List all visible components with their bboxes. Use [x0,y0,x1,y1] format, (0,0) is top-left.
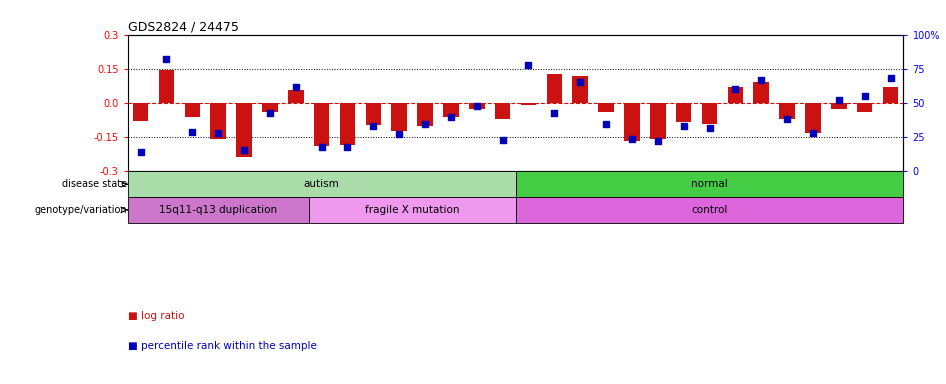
Point [133,149,149,155]
Point [289,83,304,89]
Bar [572,76,588,103]
Point [780,116,795,122]
Point [392,131,407,137]
Point [547,109,562,116]
Point [184,129,200,135]
Bar [702,103,717,124]
Bar [443,103,459,117]
Bar [598,103,614,112]
Bar [184,103,201,117]
Bar [340,103,356,145]
Bar [516,171,903,197]
Point [262,109,277,116]
Point [727,86,743,93]
Bar [675,103,692,122]
Bar [516,197,903,223]
Point [702,124,717,131]
Point [805,130,820,136]
Point [624,136,639,142]
Point [754,77,769,83]
Bar [128,171,516,197]
Bar [132,103,149,121]
Point [366,123,381,129]
Bar [365,103,381,125]
Bar [469,103,484,109]
Text: genotype/variation: genotype/variation [35,205,128,215]
Bar [159,70,174,103]
Point [521,61,536,68]
Bar [495,103,511,119]
Text: 15q11-q13 duplication: 15q11-q13 duplication [159,205,277,215]
Bar [650,103,666,139]
Point [676,123,692,129]
Text: autism: autism [304,179,340,189]
Text: disease state: disease state [62,179,128,189]
Bar [262,103,278,112]
Text: GDS2824 / 24475: GDS2824 / 24475 [128,20,238,33]
Bar [753,83,769,103]
Bar [624,103,639,141]
Bar [314,103,329,146]
Bar [392,103,407,131]
Point [314,144,329,150]
Point [495,137,510,143]
Point [572,79,587,86]
Text: ■ percentile rank within the sample: ■ percentile rank within the sample [128,341,317,351]
Bar [520,103,536,105]
Point [857,93,872,99]
Bar [308,197,516,223]
Bar [780,103,795,119]
Point [469,103,484,109]
Point [211,130,226,136]
Bar [128,197,308,223]
Text: ■ log ratio: ■ log ratio [128,311,184,321]
Text: control: control [692,205,727,215]
Bar [883,87,899,103]
Bar [236,103,252,157]
Bar [857,103,872,112]
Text: normal: normal [692,179,727,189]
Bar [547,74,562,103]
Point [832,97,847,103]
Point [883,75,898,81]
Text: fragile X mutation: fragile X mutation [365,205,460,215]
Bar [727,87,744,103]
Bar [288,91,304,103]
Point [159,56,174,62]
Point [650,138,665,144]
Point [340,144,355,150]
Bar [805,103,821,132]
Point [236,146,252,152]
Point [599,121,614,127]
Bar [417,103,433,126]
Point [444,114,459,120]
Bar [210,103,226,139]
Bar [831,103,847,109]
Point [417,121,432,127]
